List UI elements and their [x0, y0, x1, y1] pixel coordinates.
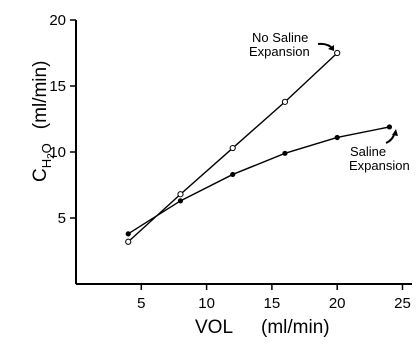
data-point-saline: [230, 171, 236, 178]
data-point-no-saline: [125, 238, 132, 245]
data-point-saline: [177, 198, 184, 204]
data-point-no-saline: [177, 191, 184, 198]
series-label-saline-line1: Saline: [350, 144, 386, 159]
y-tick-label: 20: [49, 12, 66, 29]
y-axis-title-main: C: [30, 168, 51, 182]
x-tick-label: 15: [264, 295, 281, 312]
svg-text:CH2O(ml/min): CH2O (ml/min): [30, 61, 57, 182]
x-axis-title-main: VOL: [195, 317, 233, 338]
data-point-saline: [282, 150, 288, 156]
x-tick-label: 25: [394, 295, 411, 312]
ticks: 5 10 15 20 25 5 10 15 20: [49, 12, 411, 312]
data-point-no-saline: [281, 98, 289, 105]
y-axis-title: CH2O (ml/min): [30, 61, 57, 182]
y-axis-title-tail: O: [39, 143, 54, 153]
y-axis-title-sub: H: [39, 159, 54, 168]
series-label-no-saline-line1: No Saline: [252, 30, 308, 45]
x-tick-label: 20: [329, 295, 346, 312]
y-axis-title-sub2: 2: [46, 153, 57, 159]
arrowhead-no-saline-icon: [328, 45, 334, 51]
data-point-no-saline: [229, 144, 236, 152]
data-point-no-saline: [334, 49, 341, 57]
x-tick-label: 10: [198, 295, 215, 312]
y-tick-label: 10: [49, 144, 66, 161]
x-tick-label: 5: [137, 295, 145, 312]
arrowhead-saline-icon: [392, 129, 398, 136]
data-point-saline: [334, 134, 340, 141]
x-axis-title: VOL (ml/min): [195, 317, 330, 338]
data-point-saline: [386, 124, 393, 130]
y-tick-label: 5: [58, 210, 66, 227]
series-label-saline-line2: Expansion: [349, 158, 410, 173]
series-points: [125, 49, 393, 245]
data-point-saline: [125, 231, 131, 237]
series-label-no-saline-line2: Expansion: [249, 44, 310, 59]
series-line-saline: [127, 126, 390, 235]
y-axis-title-unit: (ml/min): [30, 61, 51, 130]
y-tick-label: 15: [49, 78, 66, 95]
x-axis-title-unit: (ml/min): [261, 317, 330, 338]
